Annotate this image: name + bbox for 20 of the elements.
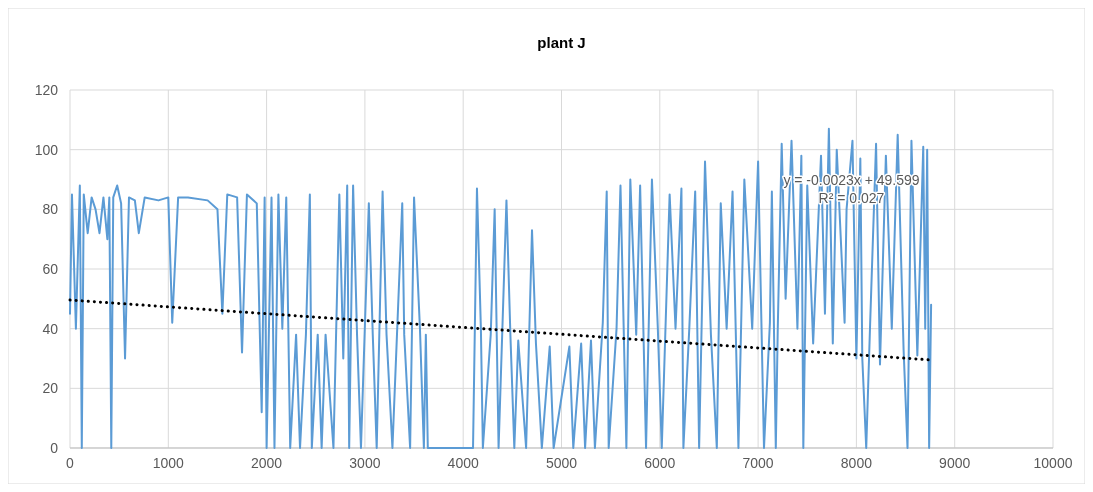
x-tick-label: 3000 <box>349 455 381 471</box>
y-tick-label: 40 <box>42 320 59 337</box>
line-series <box>69 127 933 449</box>
y-tick-label: 20 <box>42 380 59 397</box>
x-tick-label: 2000 <box>251 455 283 471</box>
x-tick-label: 0 <box>66 455 75 471</box>
y-tick-label: 60 <box>42 260 59 277</box>
x-tick-label: 4000 <box>447 455 479 471</box>
y-tick-label: 0 <box>50 439 59 456</box>
y-tick-label: 100 <box>34 141 59 158</box>
y-tick-label: 120 <box>34 81 59 98</box>
x-tick-label: 6000 <box>644 455 676 471</box>
x-tick-label: 8000 <box>840 455 873 471</box>
x-tick-label: 9000 <box>939 455 971 471</box>
y-tick-label: 80 <box>42 201 59 218</box>
x-tick-label: 5000 <box>545 455 578 471</box>
chart-title: plant J <box>537 34 586 51</box>
x-tick-label: 1000 <box>152 455 185 471</box>
x-tick-label: 10000 <box>1033 455 1073 471</box>
x-tick-label: 7000 <box>742 455 774 471</box>
